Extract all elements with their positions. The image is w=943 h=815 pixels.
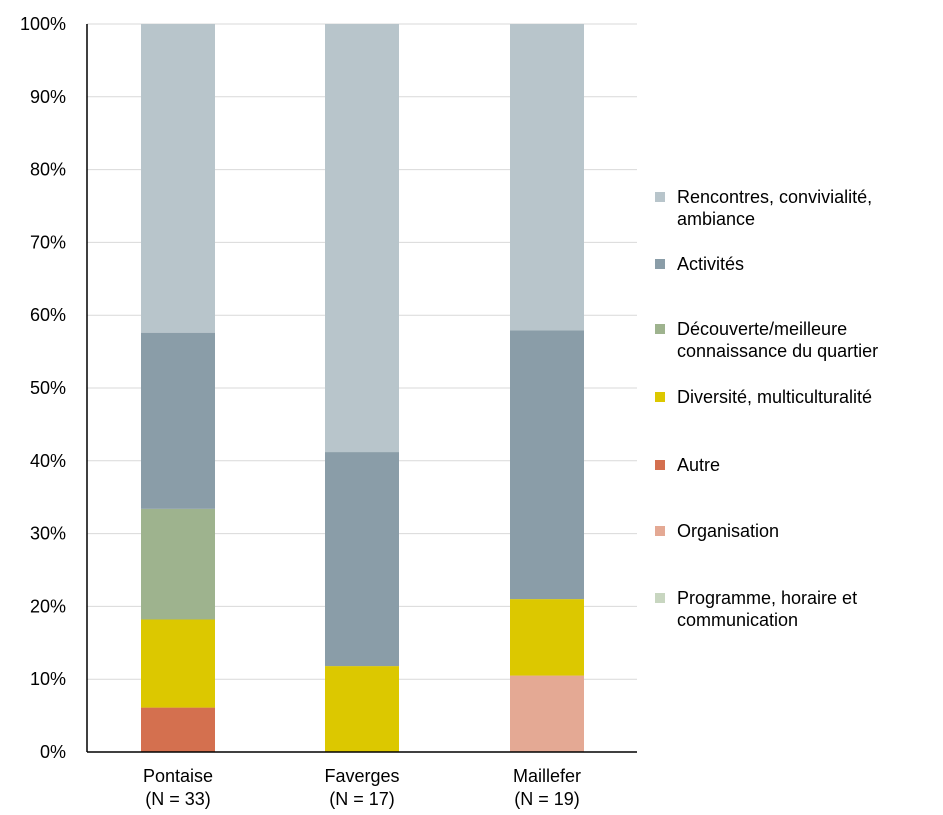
y-tick-label: 70% [30,232,66,252]
legend-label: Rencontres, convivialité, ambiance [677,187,873,229]
y-tick-label: 60% [30,305,66,325]
legend-swatch [655,593,665,603]
y-tick-label: 30% [30,524,66,544]
x-category-label: Pontaise (N = 33) [143,766,213,809]
bar-segment [325,24,399,453]
y-tick-label: 50% [30,378,66,398]
bar-segment [141,508,215,620]
y-tick-label: 90% [30,87,66,107]
legend-swatch [655,259,665,269]
bar-segment [510,599,584,676]
legend-label: Organisation [677,521,780,541]
bar-segment [141,619,215,708]
y-tick-labels: 0% 10% 20% 30% 40% 50% 60% 70% 80% 90% 100% [20,14,66,762]
chart-legend: Rencontres, convivialité, ambiance Activi… [655,0,943,815]
bar-segment [325,452,399,667]
legend-item: Autre [655,454,943,476]
legend-item: Découverte/meilleure connaissance du qua… [655,318,943,362]
bar-segment [510,675,584,752]
legend-item: Organisation [655,520,943,542]
legend-item: Programme, horaire et communication [655,587,943,631]
bar-segment [141,24,215,333]
legend-swatch [655,460,665,470]
legend-swatch [655,526,665,536]
legend-label: Découverte/meilleure connaissance du qua… [677,319,879,361]
legend-label: Autre [677,455,721,475]
x-category-label: Maillefer (N = 19) [513,766,581,809]
axes [86,24,637,753]
bar-segment [510,330,584,600]
y-tick-label: 20% [30,596,66,616]
legend-label: Diversité, multiculturalité [677,387,873,407]
y-tick-label: 0% [40,742,66,762]
legend-label: Activités [677,254,745,274]
bar-segment [141,332,215,509]
bar-segment [141,707,215,752]
legend-swatch [655,192,665,202]
legend-item: Activités [655,253,943,275]
x-category-label: Faverges (N = 17) [324,766,399,809]
legend-swatch [655,392,665,402]
y-tick-label: 100% [20,14,66,34]
x-category-labels: Pontaise (N = 33) Faverges (N = 17) Maillefe… [143,766,581,809]
y-tick-label: 40% [30,451,66,471]
bar-segment [510,24,584,331]
y-tick-label: 80% [30,160,66,180]
legend-label: Programme, horaire et communication [677,588,858,630]
legend-item: Rencontres, convivialité, ambiance [655,186,943,230]
legend-swatch [655,324,665,334]
bars [141,24,584,752]
bar-segment [325,666,399,752]
y-tick-label: 10% [30,669,66,689]
legend-item: Diversité, multiculturalité [655,386,943,408]
